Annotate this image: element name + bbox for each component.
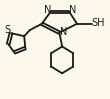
Text: N: N [69,5,76,15]
Text: N: N [60,27,68,37]
Text: SH: SH [92,18,105,28]
Text: S: S [4,25,10,35]
Text: N: N [44,5,51,15]
